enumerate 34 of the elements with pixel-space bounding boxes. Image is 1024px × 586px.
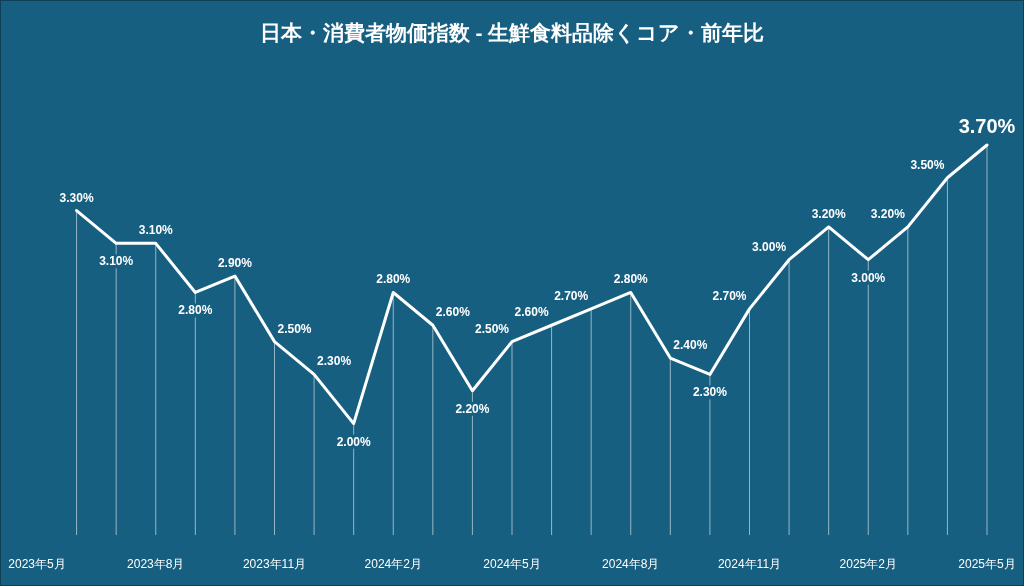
x-tick-label: 2024年2月 bbox=[364, 557, 422, 571]
data-label: 2.50% bbox=[474, 321, 510, 336]
data-label: 2.20% bbox=[455, 401, 490, 416]
data-label: 3.10% bbox=[99, 254, 134, 269]
data-label: 2.30% bbox=[317, 354, 352, 369]
data-label: 2.30% bbox=[692, 385, 728, 400]
data-label: 2.90% bbox=[217, 256, 253, 271]
data-label: 2.80% bbox=[613, 272, 649, 287]
data-label: 2.00% bbox=[336, 434, 372, 449]
data-label: 3.20% bbox=[870, 206, 906, 221]
x-tick-label: 2023年11月 bbox=[242, 557, 307, 571]
data-label: 3.10% bbox=[138, 223, 174, 238]
x-tick-label: 2025年5月 bbox=[958, 557, 1016, 571]
data-label: 2.70% bbox=[554, 288, 589, 303]
data-label: 3.70% bbox=[958, 115, 1016, 137]
data-label: 2.80% bbox=[376, 272, 411, 287]
x-tick-label: 2024年5月 bbox=[483, 557, 541, 571]
data-label: 3.20% bbox=[811, 206, 847, 221]
x-tick-label: 2023年8月 bbox=[127, 557, 185, 571]
data-label: 2.50% bbox=[277, 321, 312, 336]
data-label: 2.40% bbox=[673, 338, 708, 353]
data-label: 3.50% bbox=[910, 157, 945, 172]
data-label: 2.60% bbox=[435, 305, 471, 320]
data-label: 2.80% bbox=[178, 303, 213, 318]
data-label: 2.60% bbox=[514, 305, 549, 320]
data-label: 3.00% bbox=[752, 239, 787, 254]
data-label: 3.00% bbox=[851, 270, 886, 285]
data-label: 3.30% bbox=[59, 190, 94, 205]
x-tick-label: 2024年11月 bbox=[717, 557, 782, 571]
data-label: 2.70% bbox=[712, 288, 747, 303]
chart-title: 日本・消費者物価指数 - 生鮮食料品除くコア・前年比 bbox=[259, 21, 765, 45]
x-tick-label: 2023年5月 bbox=[8, 557, 66, 571]
x-tick-label: 2025年2月 bbox=[839, 557, 897, 571]
x-tick-label: 2024年8月 bbox=[602, 557, 660, 571]
